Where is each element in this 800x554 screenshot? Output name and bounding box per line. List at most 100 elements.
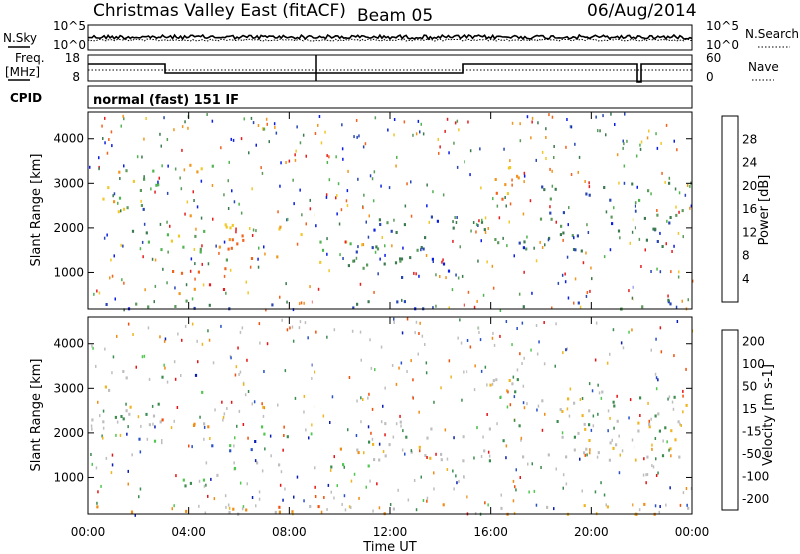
heatmap-cell [261,425,264,429]
heatmap-cell [100,484,102,488]
heatmap-cell [102,137,104,140]
heatmap-cell [655,387,658,391]
heatmap-cell [294,153,296,157]
heatmap-cell [436,219,439,223]
heatmap-cell [356,135,358,139]
heatmap-cell [314,495,317,498]
heatmap-cell [92,346,94,350]
heatmap-cell [523,171,526,175]
heatmap-cell [671,400,674,404]
heatmap-cell [166,380,169,384]
heatmap-cell [654,414,657,418]
heatmap-cell [234,436,236,440]
heatmap-cell [484,216,487,220]
heatmap-cell [362,206,364,210]
heatmap-cell [122,370,125,373]
heatmap-cell [398,366,400,370]
heatmap-cell [420,475,422,479]
heatmap-cell [348,376,351,379]
heatmap-cell [232,138,235,142]
heatmap-cell [631,328,633,332]
heatmap-cell [241,234,244,238]
heatmap-cell [554,187,557,191]
heatmap-cell [113,254,115,258]
heatmap-cell [239,370,242,374]
heatmap-cell [246,358,248,362]
heatmap-cell [258,497,261,501]
heatmap-cell [548,113,550,117]
heatmap-cell [299,141,302,145]
heatmap-cell [170,239,173,243]
heatmap-cell [440,452,443,456]
heatmap-cell [432,306,434,310]
heatmap-cell [154,258,157,262]
heatmap-cell [285,282,287,286]
heatmap-cell [305,428,307,432]
heatmap-cell [422,247,425,251]
heatmap-cell [345,199,348,203]
heatmap-cell [489,383,492,387]
heatmap-cell [193,248,196,251]
heatmap-cell [565,455,568,459]
heatmap-cell [469,345,472,349]
heatmap-cell [325,193,328,197]
heatmap-cell [328,155,330,159]
heatmap-cell [432,260,434,263]
heatmap-cell [170,426,173,430]
heatmap-cell [127,425,129,429]
heatmap-cell [282,448,284,452]
heatmap-cell [198,479,201,483]
heatmap-cell [123,117,125,121]
heatmap-cell [680,424,682,427]
heatmap-cell [492,331,494,335]
x-tick-label: 08:00 [272,525,307,539]
heatmap-cell [639,414,641,417]
heatmap-cell [584,453,586,457]
heatmap-cell [180,374,182,377]
heatmap-cell [152,169,155,173]
heatmap-cell [644,248,646,252]
heatmap-cell [659,505,661,508]
heatmap-cell [331,395,334,399]
heatmap-cell [585,447,588,451]
heatmap-cell [379,257,381,261]
heatmap-cell [681,209,684,213]
heatmap-cell [645,481,647,485]
heatmap-cell [527,462,529,466]
heatmap-cell [415,320,418,324]
heatmap-cell [476,299,478,303]
heatmap-cell [491,336,494,340]
heatmap-cell [199,250,202,254]
heatmap-cell [247,436,249,440]
heatmap-cell [227,207,230,210]
heatmap-cell [607,429,609,433]
heatmap-cell [481,218,483,222]
heatmap-cell [676,148,678,152]
heatmap-cell [677,275,680,279]
heatmap-cell [643,502,646,506]
heatmap-cell [167,250,169,254]
heatmap-cell [269,434,272,438]
heatmap-cell [380,420,383,424]
heatmap-cell [108,388,111,392]
heatmap-cell [275,131,278,135]
heatmap-cell [148,423,151,427]
heatmap-cell [296,125,298,129]
heatmap-cell [147,326,150,330]
heatmap-cell [93,292,95,296]
heatmap-cell [544,412,546,416]
heatmap-cell [160,248,163,252]
heatmap-cell [673,139,675,143]
heatmap-cell [99,414,101,418]
heatmap-cell [513,511,516,515]
heatmap-cell [362,145,365,149]
heatmap-cell [518,292,521,296]
heatmap-cell [513,418,516,422]
heatmap-cell [336,194,338,198]
heatmap-cell [612,400,615,404]
frequency-panel-frame [87,54,693,82]
heatmap-cell [122,244,124,248]
heatmap-cell [643,216,646,220]
heatmap-cell [251,187,253,191]
heatmap-cell [595,321,598,325]
